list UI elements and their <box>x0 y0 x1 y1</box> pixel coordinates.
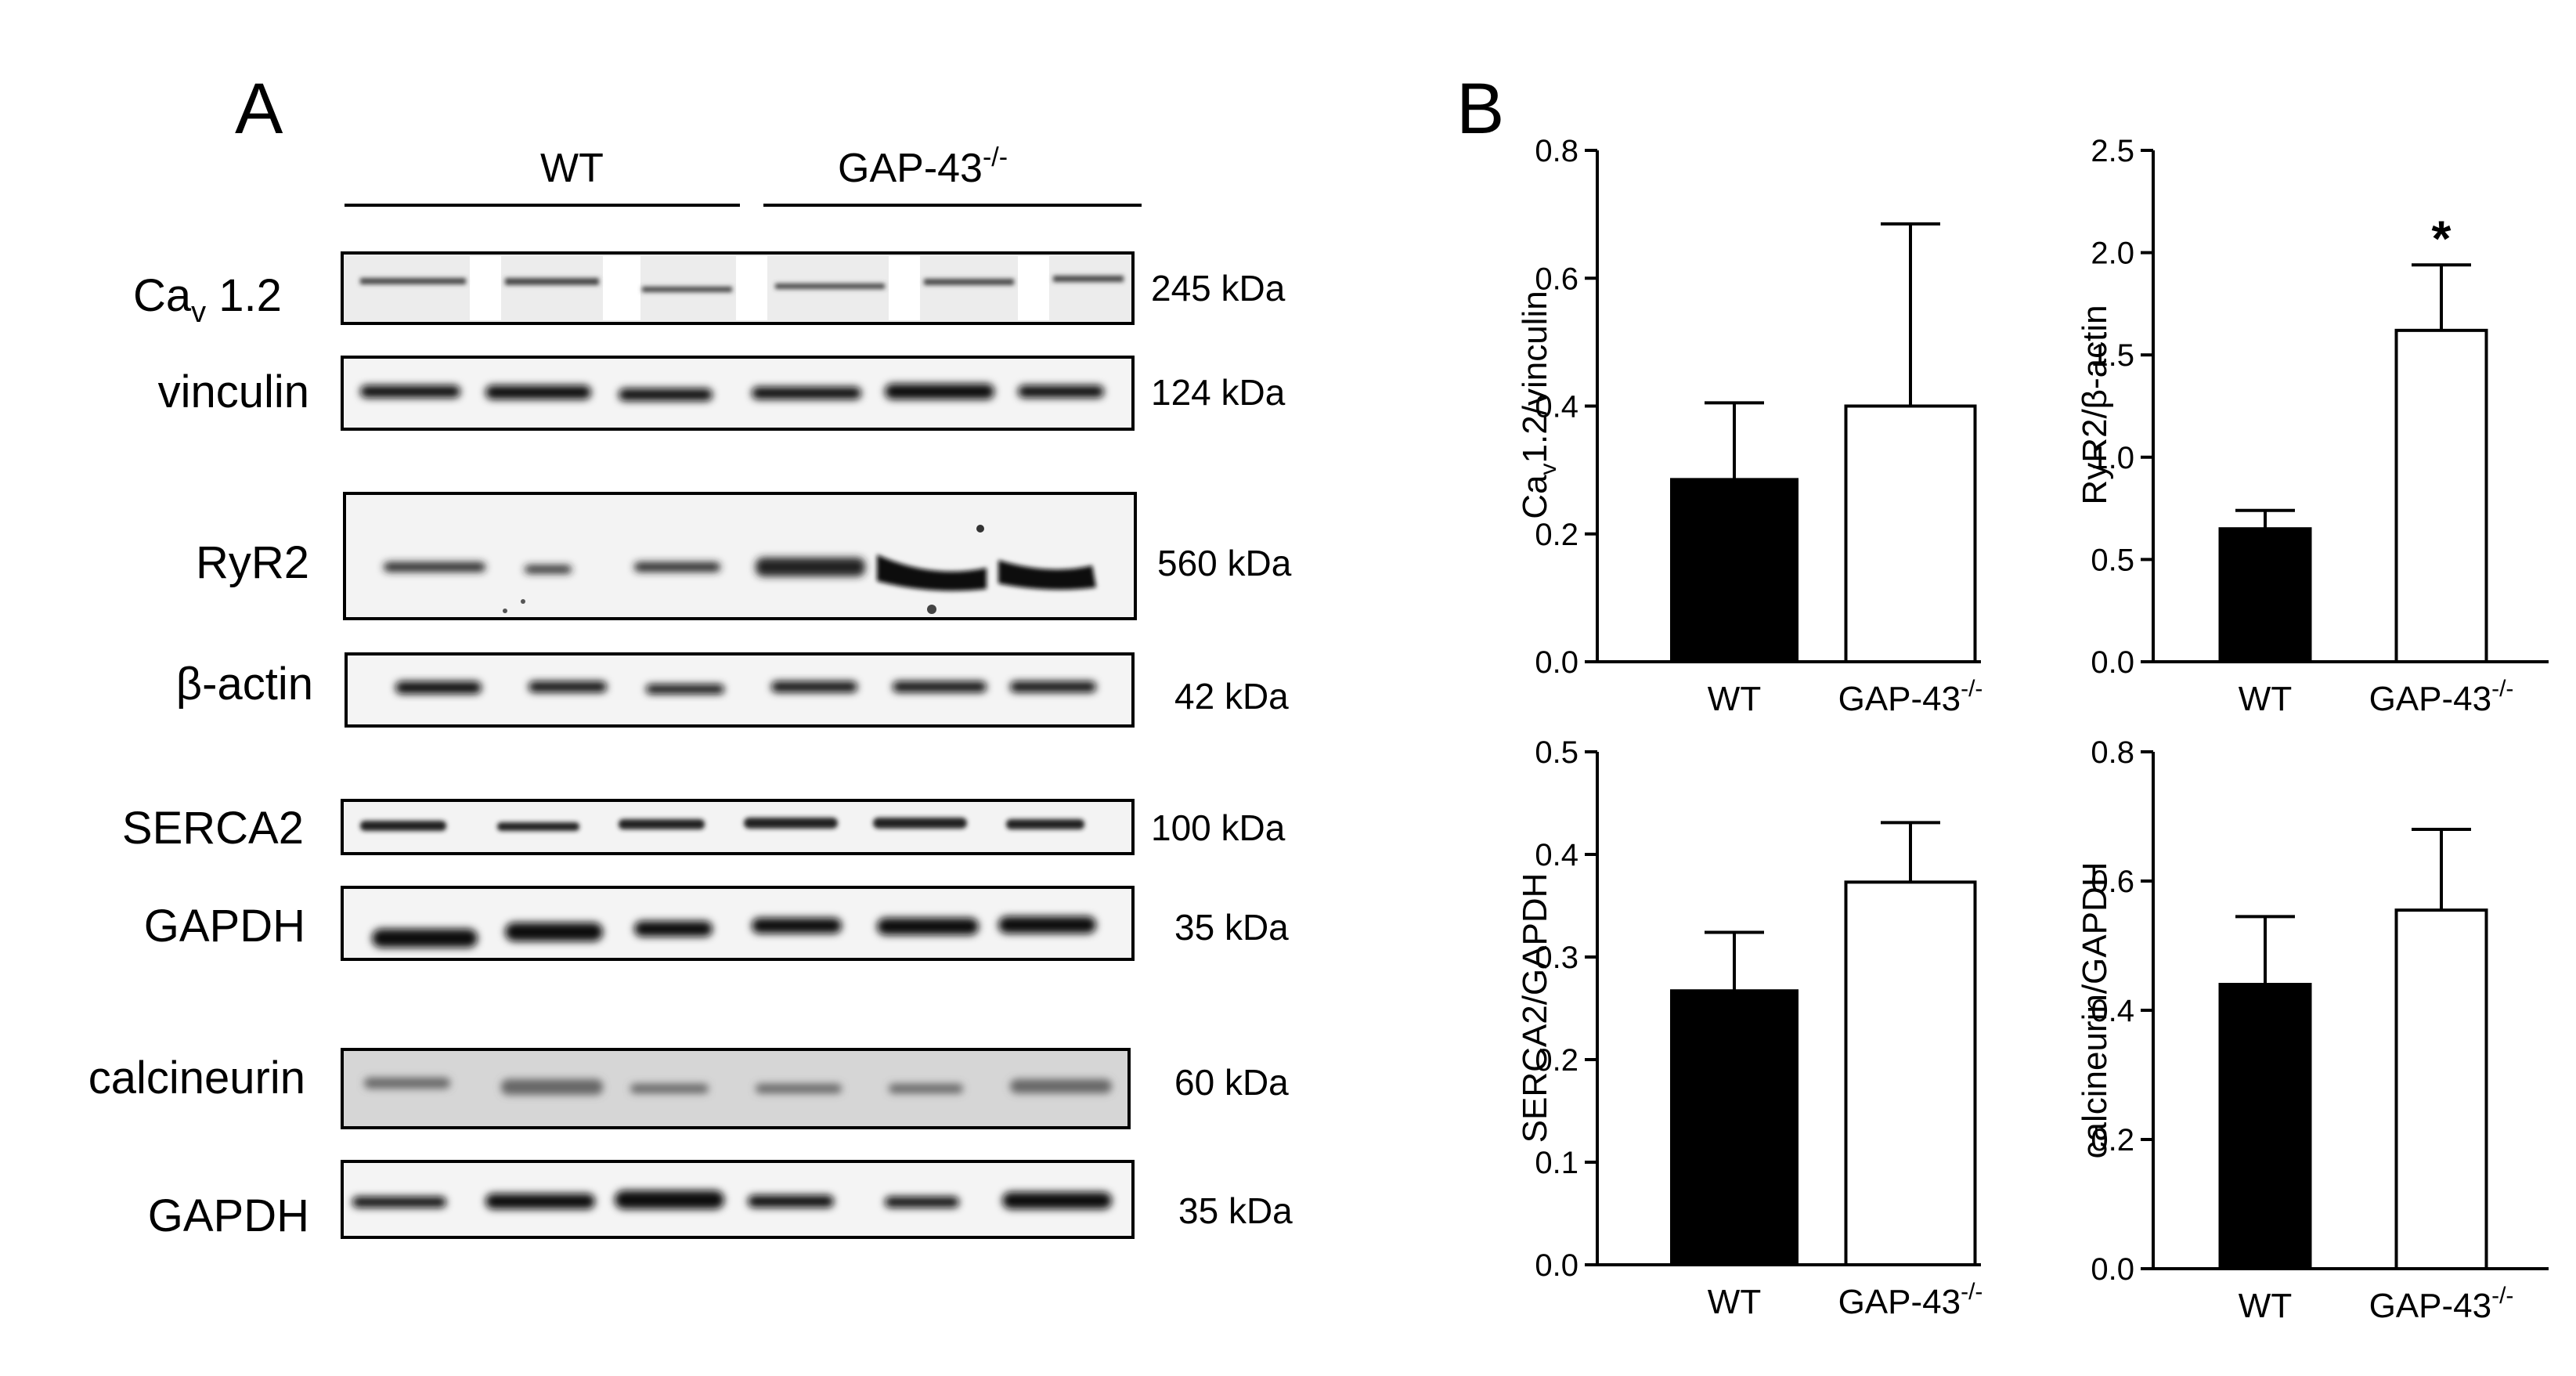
panel-b-label: B <box>1456 69 1504 149</box>
blot-kda-cav12: 245 kDa <box>1151 268 1286 309</box>
bar-wt <box>1670 989 1799 1266</box>
y-axis-label: RyR2/β-actin <box>2076 305 2114 504</box>
group-label-wt: WT <box>540 146 604 191</box>
significance-marker: * <box>2432 210 2452 266</box>
group-label-gap43: GAP-43-/- <box>838 143 1008 191</box>
blot-kda-calcineurin: 60 kDa <box>1174 1062 1289 1103</box>
y-tick-label: 0.0 <box>2091 645 2134 680</box>
x-tick-label: GAP-43-/- <box>2369 676 2514 718</box>
bar-wt <box>2218 527 2312 663</box>
x-tick-label: GAP-43-/- <box>1838 676 1983 718</box>
bar-gap43 <box>2394 908 2488 1270</box>
y-tick-label: 0.3 <box>1535 941 1578 975</box>
y-tick-label: 0.2 <box>2091 1123 2134 1158</box>
blot-label-beta-actin: β-actin <box>176 659 313 710</box>
y-tick-label: 0.4 <box>1535 838 1578 872</box>
blot-kda-gapdh-1: 35 kDa <box>1174 907 1289 948</box>
bar-gap43 <box>2394 328 2488 663</box>
blot-row-gapdh-1: GAPDH 35 kDa <box>144 886 1289 961</box>
y-tick-label: 2.5 <box>2091 134 2134 168</box>
bar-chart-1: 0.0 0.2 0.4 0.6 0.8 Cav1.2/vinculin WT GAP-43-/… <box>1516 134 1983 718</box>
x-tick-label: GAP-43-/- <box>2369 1283 2514 1325</box>
blot-label-cav12: Cav 1.2 <box>133 270 282 329</box>
blot-row-cav12: Cav 1.2 245 kDa <box>133 251 1286 329</box>
y-tick-label: 0.8 <box>1535 134 1578 168</box>
y-axis-label: Cav1.2/vinculin <box>1516 291 1561 518</box>
x-tick-label: GAP-43-/- <box>1838 1279 1983 1321</box>
blot-label-gapdh-2: GAPDH <box>148 1190 309 1241</box>
y-tick-label: 1.0 <box>2091 441 2134 475</box>
y-tick-label: 0.1 <box>1535 1146 1578 1180</box>
bar-wt <box>2218 983 2312 1270</box>
blot-kda-vinculin: 124 kDa <box>1151 372 1286 413</box>
bar-chart-3: 0.0 0.1 0.2 0.3 0.4 0.5 SERCA2/GAPDH WT GAP-43-/… <box>1516 735 1983 1321</box>
bar-chart-2: 0.0 0.5 1.0 1.5 2.0 2.5 RyR2/β-actin WT GAP-43-/… <box>2076 134 2549 718</box>
x-tick-label: WT <box>1708 1283 1761 1321</box>
x-tick-label: WT <box>2239 1287 2292 1325</box>
blot-label-serca2: SERCA2 <box>122 803 304 854</box>
y-tick-label: 0.0 <box>2091 1252 2134 1287</box>
y-axis-label: SERCA2/GAPDH <box>1516 873 1554 1143</box>
blot-kda-beta-actin: 42 kDa <box>1174 676 1289 717</box>
blot-kda-serca2: 100 kDa <box>1151 807 1286 848</box>
panel-b-charts: 0.0 0.2 0.4 0.6 0.8 Cav1.2/vinculin WT GAP-43-/… <box>1516 134 2549 1325</box>
blot-row-serca2: SERCA2 100 kDa <box>122 799 1286 855</box>
y-axis-label: calcineurin/GAPDH <box>2076 861 2114 1158</box>
blot-row-vinculin: vinculin 124 kDa <box>158 356 1286 431</box>
y-tick-label: 0.6 <box>2091 865 2134 899</box>
y-tick-label: 0.5 <box>1535 735 1578 770</box>
x-tick-label: WT <box>2239 680 2292 718</box>
blot-label-vinculin: vinculin <box>158 367 309 417</box>
y-tick-label: 0.0 <box>1535 645 1578 680</box>
blot-kda-ryr2: 560 kDa <box>1157 543 1292 583</box>
blot-row-ryr2: RyR2 560 kDa <box>196 492 1292 620</box>
y-tick-label: 0.8 <box>2091 735 2134 770</box>
y-tick-label: 0.5 <box>2091 543 2134 577</box>
panel-a-label: A <box>235 69 283 149</box>
bar-chart-4: 0.0 0.2 0.4 0.6 0.8 calcineurin/GAPDH WT GAP-43… <box>2076 735 2549 1325</box>
blot-row-calcineurin: calcineurin 60 kDa <box>88 1048 1289 1129</box>
blot-label-calcineurin: calcineurin <box>88 1053 305 1103</box>
blot-label-gapdh-1: GAPDH <box>144 901 305 952</box>
y-tick-label: 0.2 <box>1535 518 1578 552</box>
y-tick-label: 0.0 <box>1535 1248 1578 1283</box>
x-tick-label: WT <box>1708 680 1761 718</box>
bar-gap43 <box>1844 404 1977 663</box>
y-tick-label: 2.0 <box>2091 237 2134 271</box>
y-tick-label: 0.2 <box>1535 1043 1578 1078</box>
y-tick-label: 1.5 <box>2091 338 2134 373</box>
y-tick-label: 0.4 <box>1535 390 1578 424</box>
bar-gap43 <box>1844 880 1977 1266</box>
blot-row-beta-actin: β-actin 42 kDa <box>176 652 1289 728</box>
blot-label-ryr2: RyR2 <box>196 537 309 588</box>
blot-kda-gapdh-2: 35 kDa <box>1178 1190 1293 1231</box>
y-tick-label: 0.4 <box>2091 994 2134 1028</box>
y-tick-label: 0.6 <box>1535 262 1578 296</box>
bar-wt <box>1670 478 1799 664</box>
blot-row-gapdh-2: GAPDH 35 kDa <box>148 1160 1293 1241</box>
